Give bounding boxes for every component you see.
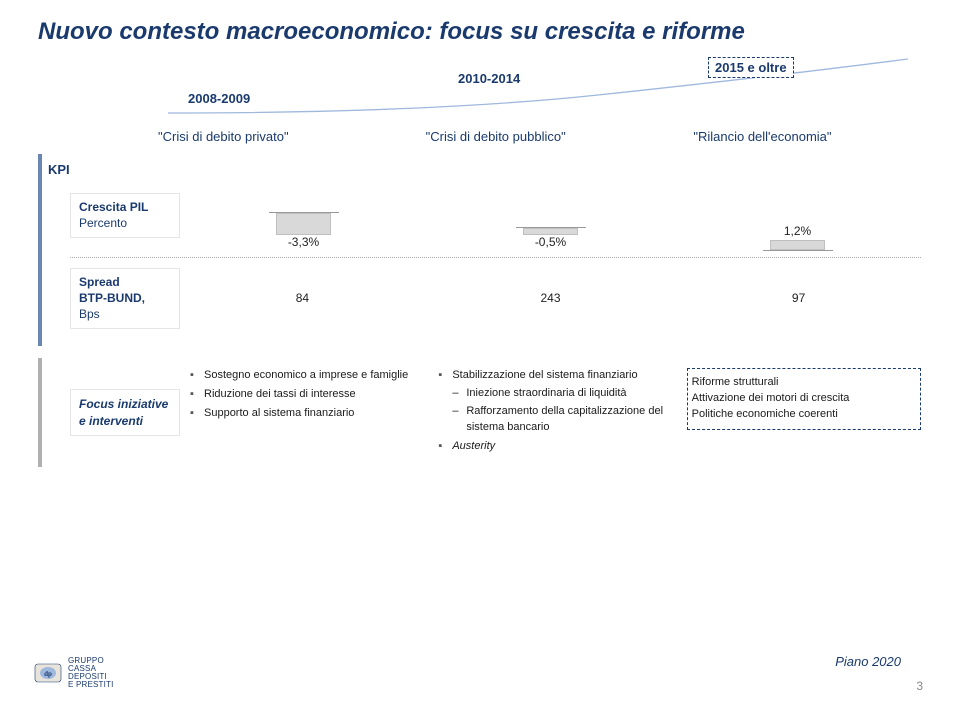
- crescita-bar1: [276, 213, 331, 235]
- slide-title: Nuovo contesto macroeconomico: focus su …: [38, 18, 921, 47]
- focus2-item: Stabilizzazione del sistema finanziario …: [438, 368, 672, 436]
- focus-block: Focus iniziative e interventi Sostegno e…: [38, 358, 921, 468]
- focus1-item: Riduzione dei tassi di interesse: [190, 387, 424, 403]
- kpi-label-spread: Spread BTP-BUND, Bps: [70, 268, 180, 329]
- kpi-divider: [70, 257, 921, 258]
- crescita-bar3: [770, 240, 825, 250]
- focus3-item: Politiche economiche coerenti: [692, 407, 916, 423]
- spread-val3: 97: [792, 291, 805, 305]
- spread-val1: 84: [296, 291, 309, 305]
- kpi-row-spread: Spread BTP-BUND, Bps 84 243 97: [70, 264, 921, 334]
- svg-text:dp: dp: [44, 670, 52, 678]
- kpi-row-crescita: Crescita PIL Percento -3,3% -0,5% 1,2%: [70, 181, 921, 251]
- focus2-sub: Rafforzamento della capitalizzazione del…: [452, 404, 672, 436]
- kpi-label-crescita-bold: Crescita PIL: [79, 200, 148, 214]
- spread-bold2: BTP-BUND,: [79, 291, 145, 305]
- focus-col-1: Sostegno economico a imprese e famiglie …: [190, 368, 424, 458]
- spread-chart: 84 243 97: [180, 264, 921, 334]
- focus3-item: Riforme strutturali: [692, 375, 916, 391]
- crescita-val1: -3,3%: [288, 235, 319, 249]
- kpi-label-crescita-sub: Percento: [79, 216, 127, 230]
- focus-col-2: Stabilizzazione del sistema finanziario …: [438, 368, 672, 458]
- crescita-chart: -3,3% -0,5% 1,2%: [180, 181, 921, 251]
- timeline-curve: [168, 53, 908, 118]
- focus-label: Focus iniziative e interventi: [70, 389, 180, 435]
- kpi-block: KPI Crescita PIL Percento -3,3% -0,5%: [38, 154, 921, 346]
- focus-columns: Sostegno economico a imprese e famiglie …: [190, 368, 921, 458]
- quotes-row: "Crisi di debito privato" "Crisi di debi…: [38, 129, 921, 144]
- focus1-item: Sostegno economico a imprese e famiglie: [190, 368, 424, 384]
- crescita-col1: -3,3%: [259, 212, 349, 251]
- focus1-item: Supporto al sistema finanziario: [190, 406, 424, 422]
- spread-val2: 243: [540, 291, 560, 305]
- spread-bold1: Spread: [79, 275, 120, 289]
- focus-col-3-box: Riforme strutturali Attivazione dei moto…: [687, 368, 921, 430]
- page-number: 3: [916, 679, 923, 693]
- quote-2015: "Rilancio dell'economia": [693, 129, 921, 144]
- kpi-label-crescita: Crescita PIL Percento: [70, 193, 180, 238]
- footer-logo: dp GRUPPO CASSA DEPOSITI E PRESTITI: [34, 657, 114, 689]
- piano-label: Piano 2020: [835, 654, 901, 669]
- crescita-bar2: [523, 228, 578, 235]
- kpi-header: KPI: [48, 162, 921, 177]
- focus2-sub: Iniezione straordinaria di liquidità: [452, 386, 672, 402]
- slide-body: Nuovo contesto macroeconomico: focus su …: [0, 0, 959, 467]
- spread-sub: Bps: [79, 307, 100, 321]
- crescita-val2: -0,5%: [535, 235, 566, 249]
- quote-2008: "Crisi di debito privato": [158, 129, 386, 144]
- cdp-logo-text: GRUPPO CASSA DEPOSITI E PRESTITI: [68, 657, 114, 689]
- focus2-austerity: Austerity: [452, 440, 495, 452]
- crescita-col2: -0,5%: [506, 227, 596, 251]
- cdp-logo-icon: dp: [34, 661, 62, 685]
- timeline-label-2015: 2015 e oltre: [708, 57, 794, 78]
- crescita-val3: 1,2%: [784, 224, 811, 238]
- focus2-top: Stabilizzazione del sistema finanziario: [452, 369, 637, 381]
- crescita-col3: 1,2%: [753, 224, 843, 251]
- focus2-item: Austerity: [438, 439, 672, 455]
- focus-col-3: Riforme strutturali Attivazione dei moto…: [687, 368, 921, 458]
- quote-2010: "Crisi di debito pubblico": [426, 129, 654, 144]
- focus3-item: Attivazione dei motori di crescita: [692, 391, 916, 407]
- timeline: 2008-2009 2010-2014 2015 e oltre: [38, 53, 921, 123]
